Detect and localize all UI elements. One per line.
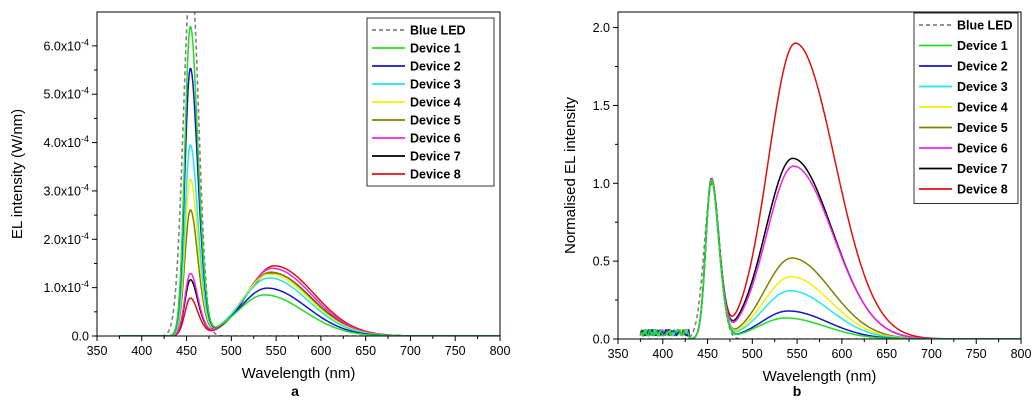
legend-label: Device 2 (410, 60, 461, 74)
y-tick-exponent: -4 (81, 279, 89, 289)
y-tick-label: 1.5 (593, 99, 610, 113)
series-line-blue-led (640, 182, 1021, 339)
x-tick-label: 350 (87, 344, 108, 358)
y-tick-exponent: -4 (81, 37, 89, 47)
y-tick-mantissa: 3.0x10 (43, 184, 81, 198)
panel-label: a (291, 383, 299, 398)
y-tick-label: 0.0 (72, 330, 89, 344)
x-tick-label: 400 (652, 347, 673, 361)
series-line-device-5 (119, 209, 500, 336)
y-axis-title: EL intensity (W/nm) (9, 109, 26, 239)
x-tick-label: 800 (1011, 347, 1032, 361)
y-tick-mantissa: 0.0 (72, 330, 89, 344)
x-tick-label: 650 (876, 347, 897, 361)
x-tick-label: 350 (608, 347, 629, 361)
y-tick-label: 3.0x10-4 (43, 182, 89, 198)
legend-label: Device 1 (410, 42, 461, 56)
panel-label: b (793, 383, 802, 398)
x-tick-label: 700 (921, 347, 942, 361)
y-tick-mantissa: 1.5 (593, 99, 610, 113)
x-tick-label: 650 (355, 344, 376, 358)
legend-label: Device 6 (410, 132, 461, 146)
x-tick-label: 750 (445, 344, 466, 358)
legend-label: Device 4 (957, 101, 1008, 115)
y-tick-label: 1.0x10-4 (43, 279, 89, 295)
x-tick-label: 750 (966, 347, 987, 361)
y-tick-mantissa: 0.0 (593, 333, 610, 347)
y-tick-mantissa: 1.0x10 (43, 281, 81, 295)
legend-label: Device 1 (957, 39, 1008, 53)
y-tick-mantissa: 5.0x10 (43, 88, 81, 102)
legend-label: Device 8 (410, 168, 461, 182)
series-line-device-1 (119, 25, 500, 336)
y-tick-mantissa: 4.0x10 (43, 136, 81, 150)
y-tick-mantissa: 6.0x10 (43, 39, 81, 53)
y-tick-mantissa: 2.0 (593, 21, 610, 35)
chart-panel-b: 350 400 450 500 550 600 650 700 750 800 0.0 0.5 1.0 1… (562, 11, 1032, 399)
y-tick-mantissa: 2.0x10 (43, 233, 81, 247)
legend-label: Device 7 (957, 162, 1008, 176)
y-tick-label: 0.5 (593, 255, 610, 269)
y-tick-label: 2.0 (593, 21, 610, 35)
legend-label: Device 4 (410, 96, 461, 110)
x-tick-label: 450 (697, 347, 718, 361)
y-tick-exponent: -4 (81, 182, 89, 192)
legend-label: Device 5 (410, 114, 461, 128)
x-tick-label: 450 (176, 344, 197, 358)
legend-label: Blue LED (957, 19, 1013, 33)
legend-label: Blue LED (410, 24, 466, 38)
x-tick-label: 600 (831, 347, 852, 361)
legend: Blue LED Device 1 Device 2 Device 3 Device 4… (913, 12, 1019, 204)
y-tick-label: 4.0x10-4 (43, 134, 89, 150)
y-tick-label: 5.0x10-4 (43, 86, 89, 102)
x-axis-title: Wavelength (nm) (242, 365, 356, 382)
legend-label: Device 7 (410, 150, 461, 164)
legend-label: Device 3 (410, 78, 461, 92)
y-tick-label: 0.0 (593, 333, 610, 347)
x-tick-label: 550 (266, 344, 287, 358)
y-tick-label: 1.0 (593, 177, 610, 191)
chart-panel-a: 350 400 450 500 550 600 650 700 750 8000.01.0x10-… (9, 11, 511, 399)
legend-label: Device 5 (957, 121, 1008, 135)
y-tick-label: 6.0x10-4 (43, 37, 89, 53)
y-axis-title: Normalised EL intensity (562, 96, 579, 254)
y-tick-mantissa: 0.5 (593, 255, 610, 269)
x-tick-label: 500 (221, 344, 242, 358)
legend-label: Device 6 (957, 142, 1008, 156)
series-line-device-1 (639, 179, 1021, 339)
x-tick-label: 500 (742, 347, 763, 361)
y-tick-mantissa: 1.0 (593, 177, 610, 191)
x-axis-title: Wavelength (nm) (763, 368, 877, 385)
x-tick-label: 700 (400, 344, 421, 358)
series-line-device-4 (119, 178, 500, 336)
x-tick-label: 600 (310, 344, 331, 358)
x-tick-label: 400 (131, 344, 152, 358)
x-tick-label: 800 (490, 344, 511, 358)
legend-label: Device 8 (957, 183, 1008, 197)
series-group (119, 12, 500, 336)
y-tick-exponent: -4 (81, 134, 89, 144)
legend-label: Device 3 (957, 80, 1008, 94)
y-tick-exponent: -4 (81, 231, 89, 241)
legend-label: Device 2 (957, 60, 1008, 74)
legend: Blue LED Device 1 Device 2 Device 3 Device 4… (366, 17, 495, 187)
x-tick-label: 550 (787, 347, 808, 361)
y-tick-exponent: -4 (81, 86, 89, 96)
y-tick-label: 2.0x10-4 (43, 231, 89, 247)
